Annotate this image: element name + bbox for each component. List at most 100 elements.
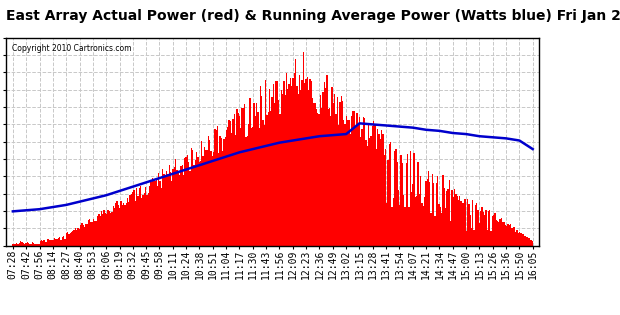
Bar bbox=[308, 89, 309, 246]
Bar bbox=[411, 192, 412, 246]
Bar bbox=[373, 121, 374, 246]
Bar bbox=[63, 236, 64, 246]
Bar bbox=[403, 195, 404, 246]
Bar bbox=[24, 243, 25, 246]
Bar bbox=[412, 184, 414, 246]
Bar bbox=[79, 229, 80, 246]
Bar bbox=[209, 140, 210, 246]
Bar bbox=[458, 200, 459, 246]
Bar bbox=[443, 187, 445, 246]
Bar bbox=[305, 79, 307, 246]
Bar bbox=[15, 244, 16, 246]
Bar bbox=[520, 233, 521, 246]
Bar bbox=[261, 96, 262, 246]
Bar bbox=[264, 124, 265, 246]
Bar bbox=[55, 239, 56, 246]
Bar bbox=[179, 175, 180, 246]
Bar bbox=[372, 126, 373, 246]
Bar bbox=[350, 134, 351, 246]
Bar bbox=[277, 81, 278, 246]
Bar bbox=[475, 205, 476, 246]
Bar bbox=[214, 129, 216, 246]
Bar bbox=[462, 203, 463, 246]
Bar bbox=[351, 116, 352, 246]
Bar bbox=[448, 189, 449, 246]
Bar bbox=[515, 232, 516, 246]
Bar bbox=[161, 188, 162, 246]
Bar bbox=[492, 216, 493, 246]
Bar bbox=[287, 89, 288, 246]
Bar bbox=[334, 94, 335, 246]
Bar bbox=[376, 149, 377, 246]
Bar bbox=[347, 120, 348, 246]
Bar bbox=[363, 117, 364, 246]
Bar bbox=[430, 213, 432, 246]
Bar bbox=[19, 243, 20, 246]
Bar bbox=[389, 144, 390, 246]
Bar bbox=[433, 182, 435, 246]
Bar bbox=[248, 124, 249, 246]
Bar bbox=[231, 133, 232, 246]
Bar bbox=[425, 181, 427, 246]
Bar bbox=[348, 120, 350, 246]
Bar bbox=[275, 81, 277, 246]
Bar bbox=[165, 176, 166, 246]
Bar bbox=[493, 215, 494, 246]
Text: Copyright 2010 Cartronics.com: Copyright 2010 Cartronics.com bbox=[12, 44, 131, 53]
Bar bbox=[309, 79, 311, 246]
Bar bbox=[180, 166, 182, 246]
Bar bbox=[105, 213, 106, 246]
Bar bbox=[461, 201, 462, 246]
Bar bbox=[404, 207, 405, 246]
Bar bbox=[398, 190, 399, 246]
Bar bbox=[414, 153, 415, 246]
Bar bbox=[106, 214, 107, 246]
Bar bbox=[43, 240, 45, 246]
Bar bbox=[99, 215, 101, 246]
Bar bbox=[201, 141, 203, 246]
Bar bbox=[335, 114, 337, 246]
Bar bbox=[98, 215, 100, 246]
Bar bbox=[123, 203, 124, 246]
Bar bbox=[378, 134, 379, 246]
Bar bbox=[178, 173, 179, 246]
Bar bbox=[409, 207, 410, 246]
Bar bbox=[384, 155, 385, 246]
Bar bbox=[138, 188, 140, 246]
Bar bbox=[58, 238, 59, 246]
Bar bbox=[119, 208, 120, 246]
Bar bbox=[332, 87, 333, 246]
Bar bbox=[114, 208, 115, 246]
Bar bbox=[285, 95, 286, 246]
Bar bbox=[88, 220, 89, 246]
Bar bbox=[268, 112, 269, 246]
Bar bbox=[16, 243, 17, 246]
Bar bbox=[502, 222, 503, 246]
Bar bbox=[432, 174, 433, 246]
Bar bbox=[390, 142, 391, 246]
Bar bbox=[243, 108, 244, 246]
Bar bbox=[500, 219, 501, 246]
Bar bbox=[150, 182, 152, 246]
Bar bbox=[257, 112, 259, 246]
Bar bbox=[385, 149, 386, 246]
Bar bbox=[45, 242, 46, 246]
Bar bbox=[120, 202, 122, 246]
Bar bbox=[424, 197, 425, 246]
Bar bbox=[112, 206, 114, 246]
Bar bbox=[185, 157, 187, 246]
Bar bbox=[219, 135, 221, 246]
Bar bbox=[27, 242, 28, 246]
Bar bbox=[253, 103, 255, 246]
Bar bbox=[92, 222, 93, 246]
Bar bbox=[247, 136, 248, 246]
Bar bbox=[255, 116, 256, 246]
Bar bbox=[69, 233, 71, 246]
Bar bbox=[379, 139, 381, 246]
Bar bbox=[417, 162, 419, 246]
Bar bbox=[29, 244, 30, 246]
Bar bbox=[110, 213, 111, 246]
Bar bbox=[224, 137, 226, 246]
Bar bbox=[497, 221, 498, 246]
Bar bbox=[22, 243, 24, 246]
